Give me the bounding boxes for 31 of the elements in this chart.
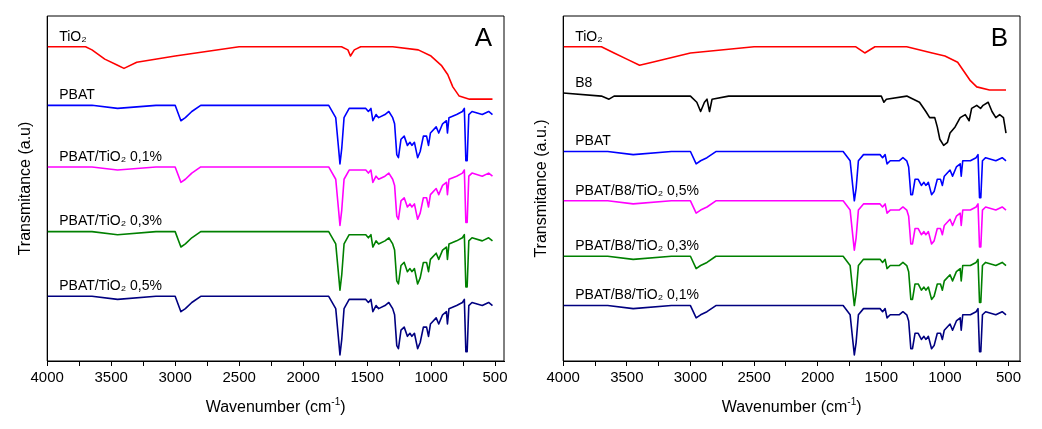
series-label: TiO₂ xyxy=(59,27,87,44)
series-label: PBAT/TiO₂ 0,1% xyxy=(59,147,162,164)
x-tick-label: 500 xyxy=(482,368,508,386)
x-tick-label: 2000 xyxy=(286,368,320,386)
x-tick-label: 2500 xyxy=(222,368,256,386)
series-label: B8 xyxy=(575,73,593,90)
series-label: PBAT xyxy=(575,132,612,149)
series-label: PBAT xyxy=(59,86,96,103)
x-tick-label: 1000 xyxy=(414,368,448,386)
x-tick-label: 3000 xyxy=(673,368,708,386)
series-label: TiO₂ xyxy=(575,27,603,44)
x-tick-label: 3500 xyxy=(94,368,128,386)
x-tick-label: 1500 xyxy=(350,368,384,386)
x-tick-label: 500 xyxy=(996,368,1022,386)
series-label: PBAT/B8/TiO₂ 0,3% xyxy=(575,237,699,254)
x-tick-label: 1500 xyxy=(864,368,898,386)
annotation: A xyxy=(474,22,493,53)
annotation: B xyxy=(990,22,1008,53)
x-tick-label: 1000 xyxy=(928,368,962,386)
series-label: PBAT/B8/TiO₂ 0,1% xyxy=(575,286,699,303)
x-tick-label: 2500 xyxy=(737,368,771,386)
x-tick-label: 4000 xyxy=(30,368,64,386)
series-label: PBAT/B8/TiO₂ 0,5% xyxy=(575,181,699,198)
x-tick-label: 4000 xyxy=(546,368,580,386)
series-label: PBAT/TiO₂ 0,5% xyxy=(59,277,162,294)
x-tick-label: 3000 xyxy=(158,368,192,386)
series-label: PBAT/TiO₂ 0,3% xyxy=(59,212,162,229)
x-tick-label: 2000 xyxy=(801,368,835,386)
y-axis-title: Transmitance (a.u) xyxy=(16,121,34,256)
x-tick-label: 3500 xyxy=(610,368,644,386)
y-axis-title: Transmitance (a.u.) xyxy=(532,119,550,258)
